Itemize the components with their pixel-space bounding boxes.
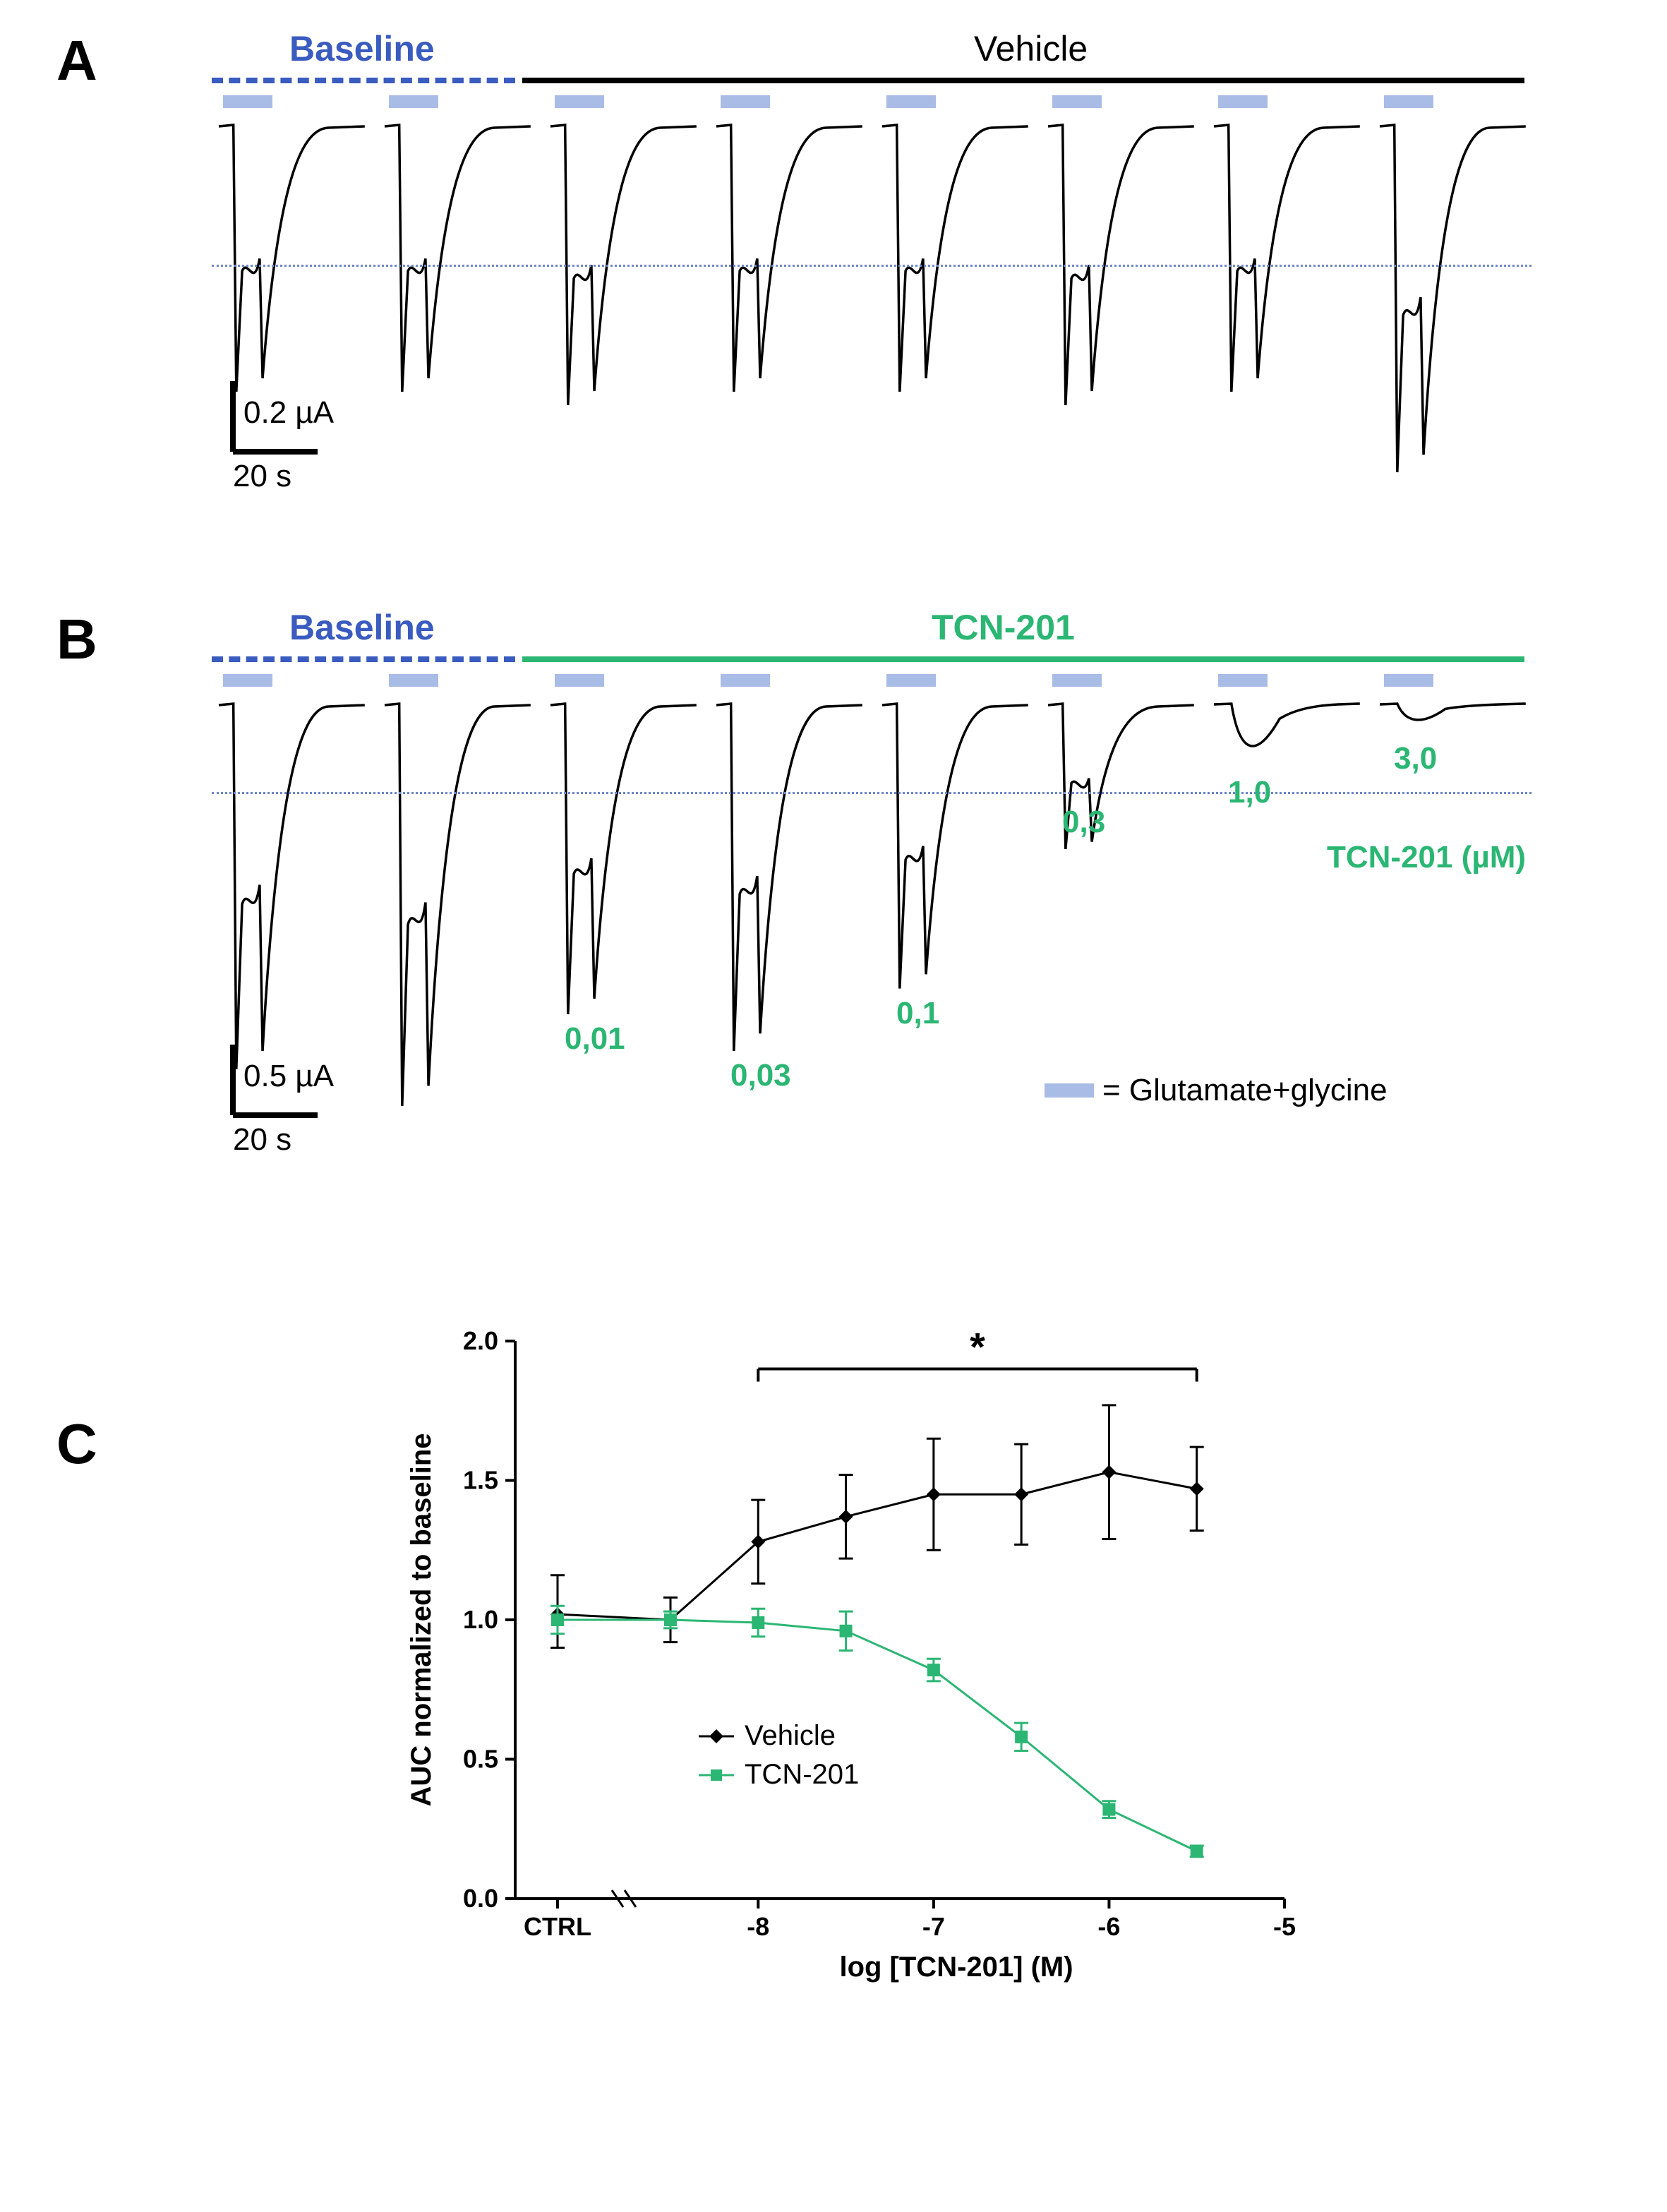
- treatment-bar-B: [522, 656, 1524, 662]
- svg-text:CTRL: CTRL: [524, 1912, 591, 1941]
- svg-text:-7: -7: [922, 1912, 945, 1941]
- conc-label-3: 0,3: [1062, 805, 1105, 840]
- svg-text:-6: -6: [1097, 1912, 1120, 1941]
- svg-text:-5: -5: [1273, 1912, 1296, 1941]
- panel-C: C 0.0 0.5 1.0 1.5 2.0 CTRL -8 -7 -6 -5 AUC normali…: [28, 1299, 1639, 2061]
- chart-C-svg: 0.0 0.5 1.0 1.5 2.0 CTRL -8 -7 -6 -5 AUC normalize…: [395, 1299, 1313, 2004]
- svg-text:AUC normalized to baseline: AUC normalized to baseline: [406, 1433, 437, 1807]
- panel-C-chart: 0.0 0.5 1.0 1.5 2.0 CTRL -8 -7 -6 -5 AUC normalize…: [395, 1299, 1313, 2004]
- svg-text:1.0: 1.0: [463, 1605, 498, 1634]
- glutamate-legend-text: = Glutamate+glycine: [1102, 1073, 1388, 1108]
- vehicle-label-A: Vehicle: [974, 28, 1088, 69]
- panel-B: B Baseline TCN-201 0,01 0,03 0,1 0,3 1,0 3,0 …: [28, 607, 1639, 1214]
- svg-text:log [TCN-201] (M): log [TCN-201] (M): [839, 1952, 1073, 1983]
- panel-A-label: A: [56, 28, 97, 93]
- conc-label-5: 3,0: [1394, 741, 1437, 776]
- svg-text:-8: -8: [747, 1912, 769, 1941]
- conc-label-2: 0,1: [896, 996, 939, 1031]
- baseline-bar-B: [212, 656, 515, 662]
- panel-B-label: B: [56, 607, 97, 672]
- svg-text:0.5: 0.5: [463, 1745, 498, 1774]
- scale-x-label-B: 20 s: [233, 1122, 291, 1158]
- baseline-bar-A: [212, 78, 515, 83]
- panel-A: A Baseline Vehicle 0.2 µA 20 s: [28, 28, 1639, 522]
- svg-text:TCN-201: TCN-201: [745, 1759, 859, 1790]
- svg-text:0.0: 0.0: [463, 1884, 498, 1913]
- svg-text:Vehicle: Vehicle: [745, 1720, 836, 1751]
- svg-text:1.5: 1.5: [463, 1466, 498, 1495]
- figure-root: A Baseline Vehicle 0.2 µA 20 s B: [28, 28, 1639, 2061]
- treatment-label-B: TCN-201: [932, 607, 1075, 648]
- ref-line-B: [212, 792, 1531, 794]
- scale-x-label-A: 20 s: [233, 459, 291, 494]
- conc-label-4: 1,0: [1228, 775, 1271, 810]
- glutamate-legend: = Glutamate+glycine: [1045, 1073, 1388, 1108]
- traces-A-svg: [212, 95, 1553, 491]
- traces-B-svg: [212, 674, 1553, 1126]
- conc-label-0: 0,01: [565, 1021, 625, 1057]
- panel-C-label: C: [56, 1412, 97, 1477]
- conc-unit-label: TCN-201 (µM): [1327, 840, 1526, 875]
- ref-line-A: [212, 265, 1531, 267]
- vehicle-bar-A: [522, 78, 1524, 83]
- scale-y-label-B: 0.5 µA: [243, 1059, 334, 1094]
- scale-y-label-A: 0.2 µA: [243, 395, 334, 431]
- conc-label-1: 0,03: [730, 1058, 791, 1093]
- baseline-label-A: Baseline: [289, 28, 435, 69]
- panel-A-trace-area: Baseline Vehicle 0.2 µA 20 s: [212, 28, 1553, 480]
- baseline-label-B: Baseline: [289, 607, 435, 648]
- glutamate-swatch: [1045, 1083, 1094, 1098]
- panel-B-trace-area: Baseline TCN-201 0,01 0,03 0,1 0,3 1,0 3,0 TC…: [212, 607, 1553, 1186]
- svg-text:2.0: 2.0: [463, 1326, 498, 1355]
- svg-text:*: *: [970, 1325, 985, 1369]
